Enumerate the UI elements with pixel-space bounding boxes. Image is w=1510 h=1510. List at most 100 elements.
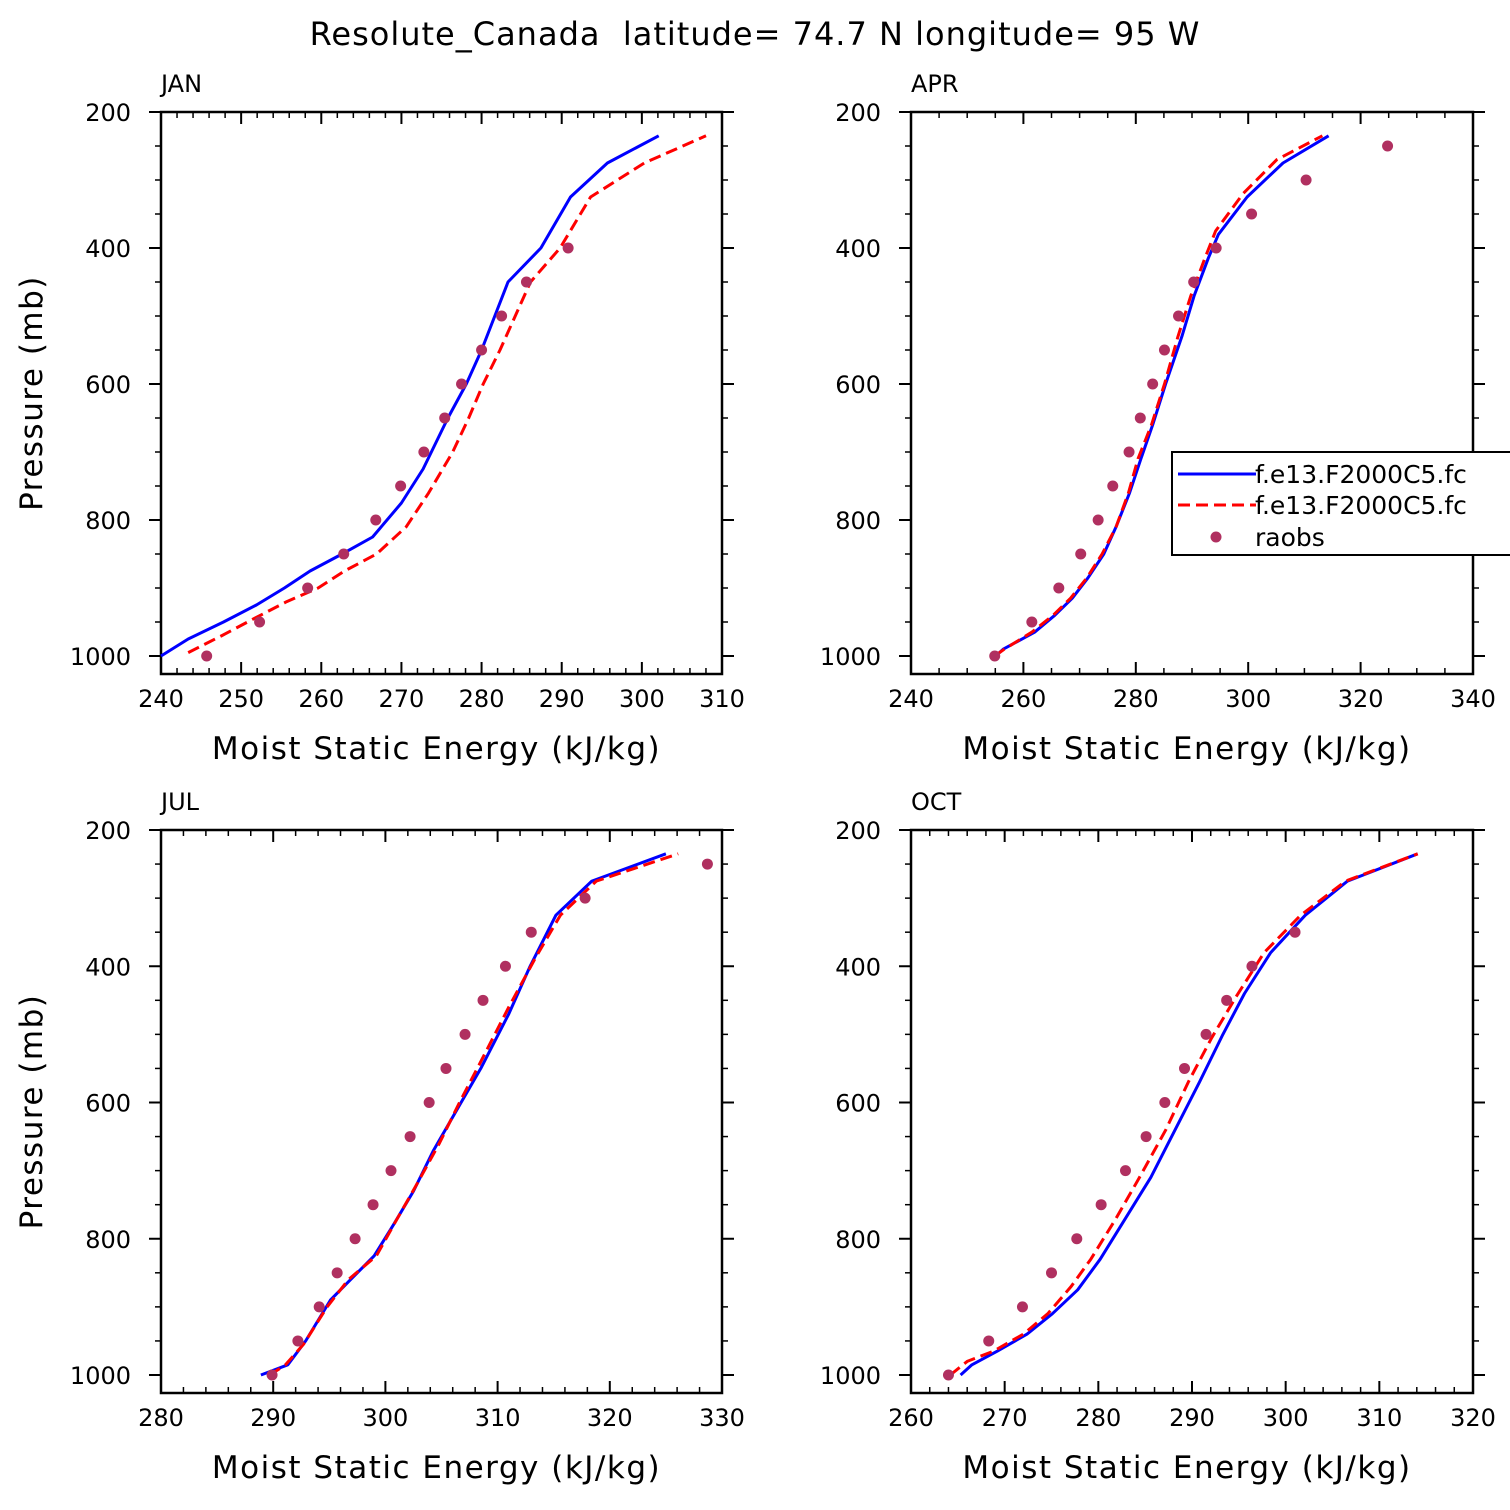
raobs-marker xyxy=(292,1335,304,1347)
y-axis-label: Pressure (mb) xyxy=(14,275,50,511)
plot-frame xyxy=(909,110,1475,676)
raobs-marker xyxy=(266,1369,278,1381)
raobs-marker xyxy=(201,650,213,662)
series-dashed-line xyxy=(993,134,1324,658)
series-solid-line xyxy=(959,852,1419,1377)
raobs-marker xyxy=(439,412,451,424)
legend-entry: f.e13.F2000C5.fc xyxy=(1255,460,1467,489)
y-tick-label: 600 xyxy=(85,1090,131,1118)
raobs-marker xyxy=(1095,1199,1107,1211)
raobs-marker xyxy=(1382,140,1394,152)
x-tick-label: 270 xyxy=(379,685,425,713)
y-tick-label: 1000 xyxy=(70,1362,131,1390)
x-axis-label: Moist Static Energy (kJ/kg) xyxy=(212,731,661,767)
raobs-marker xyxy=(1016,1301,1028,1313)
raobs-marker xyxy=(302,582,314,594)
x-tick-label: 310 xyxy=(699,685,745,713)
raobs-marker xyxy=(1123,446,1135,458)
panels: 240 250 260 270 280 290 300 310 200 400 600 800 1000… xyxy=(14,70,1496,1486)
raobs-marker xyxy=(1134,412,1146,424)
y-tick-label: 800 xyxy=(85,1226,131,1254)
x-axis-label: Moist Static Energy (kJ/kg) xyxy=(962,1450,1411,1486)
legend-entry: f.e13.F2000C5.fc xyxy=(1255,491,1467,520)
y-tick-label: 200 xyxy=(835,99,881,127)
x-tick-label: 280 xyxy=(1075,1404,1121,1432)
y-tick-label: 400 xyxy=(835,953,881,981)
x-tick-label: 340 xyxy=(1450,685,1496,713)
y-tick-label: 600 xyxy=(835,371,881,399)
raobs-marker xyxy=(983,1335,995,1347)
raobs-marker xyxy=(942,1369,954,1381)
raobs-marker xyxy=(1173,310,1185,322)
raobs-marker xyxy=(1075,548,1087,560)
x-tick-label: 240 xyxy=(888,685,934,713)
x-tick-label: 280 xyxy=(459,685,505,713)
raobs-marker xyxy=(1289,926,1301,938)
x-tick-label: 320 xyxy=(1338,685,1384,713)
x-tick-label: 310 xyxy=(1356,1404,1402,1432)
raobs-marker xyxy=(579,892,591,904)
raobs-marker xyxy=(1210,242,1222,254)
raobs-marker xyxy=(520,276,532,288)
y-tick-label: 1000 xyxy=(70,643,131,671)
x-tick-label: 280 xyxy=(1113,685,1159,713)
legend-entry: raobs xyxy=(1255,523,1325,552)
raobs-marker xyxy=(1071,1233,1083,1245)
panel-label: OCT xyxy=(911,788,962,816)
plot-frame xyxy=(159,828,724,1395)
legend-raobs-marker xyxy=(1210,531,1222,543)
raobs-marker xyxy=(701,858,713,870)
x-tick-label: 250 xyxy=(218,685,264,713)
raobs-marker xyxy=(456,378,468,390)
raobs-marker xyxy=(459,1028,471,1040)
panel-label: JUL xyxy=(159,788,200,816)
y-tick-label: 200 xyxy=(85,99,131,127)
raobs-marker xyxy=(989,650,1001,662)
y-tick-label: 600 xyxy=(85,371,131,399)
raobs-marker xyxy=(367,1199,379,1211)
panel-label: JAN xyxy=(159,70,202,98)
y-tick-label: 800 xyxy=(835,1226,881,1254)
y-tick-label: 400 xyxy=(835,235,881,263)
figure-title: Resolute_Canada latitude= 74.7 N longitu… xyxy=(310,15,1201,53)
raobs-marker xyxy=(1188,276,1200,288)
x-tick-label: 260 xyxy=(298,685,344,713)
raobs-marker xyxy=(254,616,266,628)
raobs-marker xyxy=(476,344,488,356)
raobs-marker xyxy=(1159,1097,1171,1108)
panel-label: APR xyxy=(911,70,959,98)
plot-frame xyxy=(909,828,1475,1395)
series-solid-line xyxy=(260,852,667,1377)
raobs-marker xyxy=(404,1131,416,1143)
raobs-marker xyxy=(477,994,489,1006)
raobs-marker xyxy=(1221,994,1233,1006)
x-tick-label: 260 xyxy=(888,1404,934,1432)
chart-panel-oct: 260 270 280 290 300 310 320 200 400 600 800 1000 OCT… xyxy=(820,788,1496,1486)
x-tick-label: 320 xyxy=(587,1404,633,1432)
x-tick-label: 330 xyxy=(699,1404,745,1432)
x-tick-label: 300 xyxy=(619,685,665,713)
x-tick-label: 300 xyxy=(1263,1404,1309,1432)
raobs-marker xyxy=(1147,378,1159,390)
raobs-marker xyxy=(395,480,407,492)
raobs-marker xyxy=(1107,480,1119,492)
legend-box xyxy=(1171,451,1510,556)
y-tick-label: 1000 xyxy=(820,643,881,671)
y-tick-label: 1000 xyxy=(820,1362,881,1390)
x-tick-label: 280 xyxy=(138,1404,184,1432)
x-tick-label: 290 xyxy=(250,1404,296,1432)
raobs-marker xyxy=(370,514,382,526)
raobs-marker xyxy=(496,310,508,322)
plot-frame xyxy=(159,110,724,676)
x-tick-label: 300 xyxy=(1225,685,1271,713)
y-tick-label: 400 xyxy=(85,235,131,263)
raobs-marker xyxy=(349,1233,361,1245)
series-dashed-line xyxy=(949,852,1419,1377)
y-axis-label: Pressure (mb) xyxy=(14,994,50,1230)
raobs-marker xyxy=(1092,514,1104,526)
series-dashed-line xyxy=(268,852,679,1377)
y-tick-label: 200 xyxy=(85,817,131,845)
chart-panel-jan: 240 250 260 270 280 290 300 310 200 400 600 800 1000… xyxy=(14,70,745,767)
x-tick-label: 240 xyxy=(138,685,184,713)
